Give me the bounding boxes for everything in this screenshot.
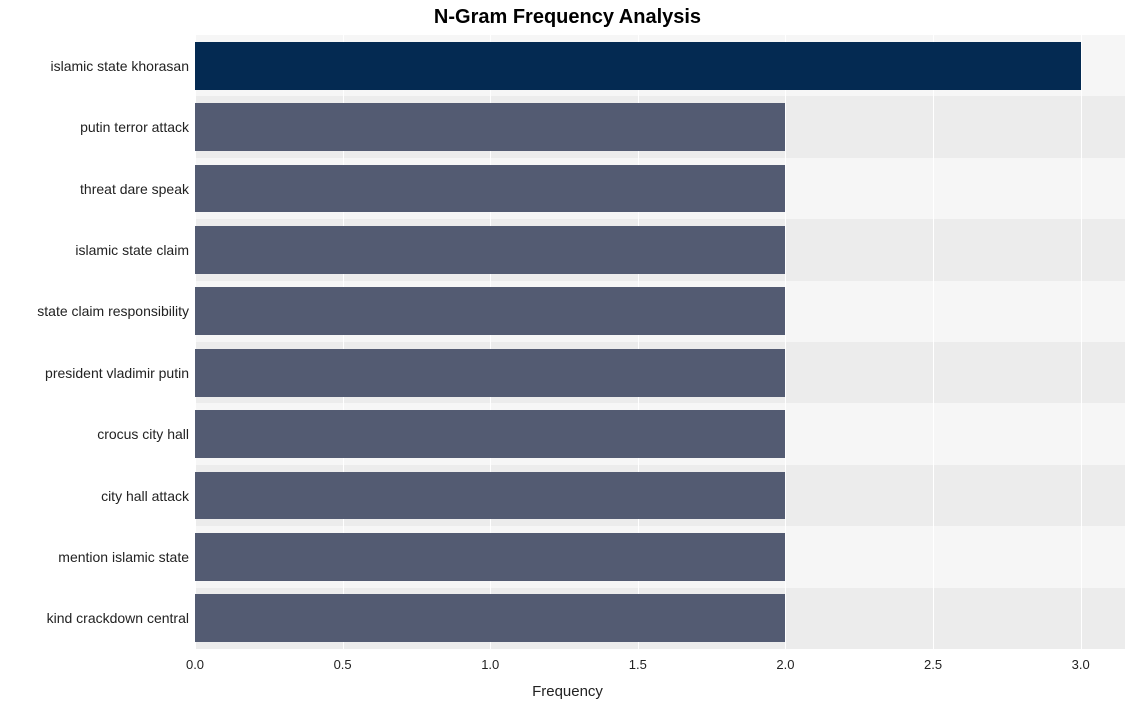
- plot-area: islamic state khorasanputin terror attac…: [195, 35, 1125, 649]
- y-tick-label: mention islamic state: [58, 549, 195, 565]
- y-tick-label: crocus city hall: [97, 426, 195, 442]
- x-tick-label: 3.0: [1072, 649, 1090, 672]
- y-tick-label: islamic state khorasan: [50, 58, 195, 74]
- chart-title: N-Gram Frequency Analysis: [0, 6, 1135, 29]
- bar: [195, 533, 785, 581]
- bar: [195, 410, 785, 458]
- x-tick-label: 0.5: [334, 649, 352, 672]
- y-tick-label: kind crackdown central: [47, 610, 195, 626]
- y-tick-label: islamic state claim: [75, 242, 195, 258]
- x-tick-label: 0.0: [186, 649, 204, 672]
- x-tick-label: 1.0: [481, 649, 499, 672]
- chart-root: N-Gram Frequency Analysis islamic state …: [0, 0, 1135, 701]
- bar: [195, 349, 785, 397]
- y-tick-label: president vladimir putin: [45, 365, 195, 381]
- x-gridline: [785, 35, 786, 649]
- bar: [195, 226, 785, 274]
- x-gridline: [1081, 35, 1082, 649]
- x-gridline: [933, 35, 934, 649]
- y-tick-label: city hall attack: [101, 488, 195, 504]
- x-tick-label: 2.0: [776, 649, 794, 672]
- y-tick-label: threat dare speak: [80, 181, 195, 197]
- bar: [195, 42, 1081, 90]
- x-tick-label: 1.5: [629, 649, 647, 672]
- bar: [195, 594, 785, 642]
- y-tick-label: putin terror attack: [80, 119, 195, 135]
- x-tick-label: 2.5: [924, 649, 942, 672]
- bar: [195, 165, 785, 213]
- bar: [195, 472, 785, 520]
- x-axis-title: Frequency: [0, 683, 1135, 700]
- bar: [195, 103, 785, 151]
- bar: [195, 287, 785, 335]
- y-tick-label: state claim responsibility: [37, 303, 195, 319]
